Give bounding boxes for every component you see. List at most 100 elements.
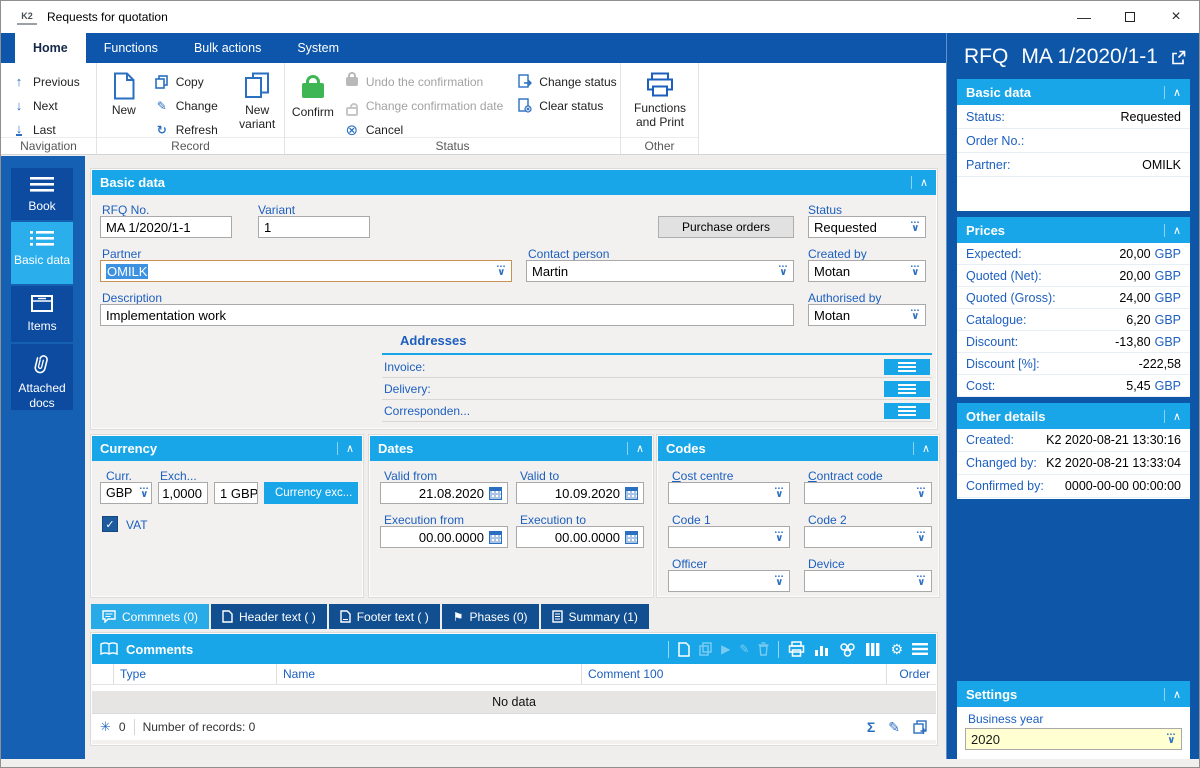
new-variant-button[interactable]: New variant bbox=[230, 68, 284, 154]
collapse-card-icon[interactable]: ∧ bbox=[1163, 409, 1181, 423]
column-header-type[interactable]: Type bbox=[114, 664, 277, 684]
calendar-icon[interactable] bbox=[625, 486, 638, 500]
tab-comments[interactable]: Commnets (0) bbox=[91, 604, 210, 629]
cost-centre-dropdown[interactable]: ▪▪▪ ∨ bbox=[668, 482, 790, 504]
collapse-section-icon[interactable]: ∧ bbox=[912, 442, 930, 455]
open-external-icon[interactable] bbox=[1171, 50, 1186, 68]
basic-data-panel: Basic data ∧ RFQ No. MA 1/2020/1-1 Varian… bbox=[91, 169, 937, 429]
change-status-button[interactable]: Change status bbox=[516, 70, 620, 93]
ribbon-tab-home[interactable]: Home bbox=[15, 33, 86, 63]
created-by-dropdown[interactable]: Motan ▪▪▪ ∨ bbox=[808, 260, 926, 282]
last-button[interactable]: ↓ Last bbox=[1, 118, 96, 141]
copy-button[interactable]: Copy bbox=[151, 70, 231, 93]
column-header-comment[interactable]: Comment 100 bbox=[582, 664, 887, 684]
currency-dropdown[interactable]: GBP ▪▪▪ ∨ bbox=[100, 482, 152, 504]
edit-icon[interactable]: ✎ bbox=[888, 718, 900, 735]
open-book-icon bbox=[100, 642, 118, 656]
tab-footer-text[interactable]: Footer text ( ) bbox=[328, 604, 440, 629]
dropdown-icon[interactable]: ▪▪▪ ∨ bbox=[910, 220, 920, 234]
dropdown-icon[interactable]: ▪▪▪ ∨ bbox=[916, 574, 926, 588]
dropdown-icon[interactable]: ▪▪▪ ∨ bbox=[1166, 732, 1176, 746]
print-icon[interactable] bbox=[788, 641, 805, 657]
previous-button[interactable]: ↑ Previous bbox=[1, 70, 96, 93]
dropdown-icon[interactable]: ▪▪▪ ∨ bbox=[916, 486, 926, 500]
authorised-by-dropdown[interactable]: Motan ▪▪▪ ∨ bbox=[808, 304, 926, 326]
correspondence-address-menu-button[interactable] bbox=[884, 403, 930, 419]
close-button[interactable]: × bbox=[1171, 8, 1181, 25]
execution-to-input[interactable]: 00.00.0000 bbox=[516, 526, 644, 548]
tab-header-text[interactable]: Header text ( ) bbox=[211, 604, 327, 629]
valid-from-input[interactable]: 21.08.2020 bbox=[380, 482, 508, 504]
code-1-dropdown[interactable]: ▪▪▪ ∨ bbox=[668, 526, 790, 548]
code-2-dropdown[interactable]: ▪▪▪ ∨ bbox=[804, 526, 932, 548]
confirm-button[interactable]: Confirm bbox=[285, 68, 341, 154]
ribbon-tab-functions[interactable]: Functions bbox=[103, 41, 158, 55]
dropdown-icon[interactable]: ▪▪▪ ∨ bbox=[910, 308, 920, 322]
ribbon-tab-system[interactable]: System bbox=[297, 41, 340, 55]
collapse-section-icon[interactable]: ∧ bbox=[910, 176, 928, 189]
currency-unit-input[interactable]: 1 GBP bbox=[214, 482, 258, 504]
officer-dropdown[interactable]: ▪▪▪ ∨ bbox=[668, 570, 790, 592]
device-dropdown[interactable]: ▪▪▪ ∨ bbox=[804, 570, 932, 592]
grid-settings-gear-icon[interactable]: ⚙ bbox=[890, 640, 903, 657]
tab-summary[interactable]: Summary (1) bbox=[540, 604, 649, 629]
dropdown-icon[interactable]: ▪▪▪ ∨ bbox=[774, 486, 784, 500]
dropdown-icon[interactable]: ▪▪▪ ∨ bbox=[774, 530, 784, 544]
collapse-card-icon[interactable]: ∧ bbox=[1163, 687, 1181, 701]
dropdown-icon[interactable]: ▪▪▪ ∨ bbox=[139, 486, 149, 500]
refresh-button[interactable]: ↻ Refresh bbox=[151, 118, 231, 141]
variant-input[interactable]: 1 bbox=[258, 216, 370, 238]
invoice-address-menu-button[interactable] bbox=[884, 359, 930, 375]
grid-menu-icon[interactable] bbox=[912, 643, 928, 655]
columns-icon[interactable] bbox=[865, 642, 881, 657]
change-button[interactable]: ✎ Change bbox=[151, 94, 231, 117]
collapse-card-icon[interactable]: ∧ bbox=[1163, 223, 1181, 237]
new-button[interactable]: New bbox=[97, 68, 151, 154]
dropdown-icon[interactable]: ▪▪▪ ∨ bbox=[774, 574, 784, 588]
calendar-icon[interactable] bbox=[489, 530, 502, 544]
dropdown-icon[interactable]: ▪▪▪ ∨ bbox=[910, 264, 920, 278]
column-header-name[interactable]: Name bbox=[277, 664, 582, 684]
dropdown-icon[interactable]: ▪▪▪ ∨ bbox=[496, 264, 506, 278]
vat-checkbox[interactable]: ✓ bbox=[102, 516, 118, 532]
column-header-order[interactable]: Order bbox=[899, 667, 930, 681]
delivery-address-menu-button[interactable] bbox=[884, 381, 930, 397]
snowflake-icon[interactable]: ✳ bbox=[100, 719, 111, 734]
calendar-icon[interactable] bbox=[489, 486, 502, 500]
purchase-orders-button[interactable]: Purchase orders bbox=[658, 216, 794, 238]
description-input[interactable]: Implementation work bbox=[100, 304, 794, 326]
valid-to-input[interactable]: 10.09.2020 bbox=[516, 482, 644, 504]
exchange-rate-input[interactable]: 1,0000 bbox=[158, 482, 208, 504]
contract-code-dropdown[interactable]: ▪▪▪ ∨ bbox=[804, 482, 932, 504]
dropdown-icon[interactable]: ▪▪▪ ∨ bbox=[778, 264, 788, 278]
ribbon-tab-bulk-actions[interactable]: Bulk actions bbox=[193, 41, 262, 55]
business-year-input[interactable]: 2020 ▪▪▪ ∨ bbox=[965, 728, 1182, 750]
collapse-section-icon[interactable]: ∧ bbox=[336, 442, 354, 455]
next-button[interactable]: ↓ Next bbox=[1, 94, 96, 117]
status-dropdown[interactable]: Requested ▪▪▪ ∨ bbox=[808, 216, 926, 238]
collapse-card-icon[interactable]: ∧ bbox=[1163, 85, 1181, 99]
chart-icon[interactable] bbox=[814, 642, 830, 657]
contact-person-dropdown[interactable]: Martin ▪▪▪ ∨ bbox=[526, 260, 794, 282]
functions-and-print-button[interactable]: Functions and Print bbox=[621, 68, 699, 130]
maximize-button[interactable] bbox=[1107, 1, 1153, 33]
sidebar-item-book[interactable]: Book bbox=[11, 168, 73, 220]
copy-add-icon[interactable] bbox=[913, 720, 928, 734]
sidebar-item-basic-data[interactable]: Basic data bbox=[11, 222, 73, 284]
sum-icon[interactable]: Σ bbox=[866, 719, 876, 735]
functions-gears-icon[interactable] bbox=[839, 642, 856, 657]
sidebar-item-attached-docs[interactable]: Attached docs bbox=[11, 344, 73, 410]
minimize-button[interactable]: — bbox=[1077, 9, 1091, 25]
currency-exchange-button[interactable]: Currency exc... bbox=[264, 482, 358, 504]
collapse-section-icon[interactable]: ∧ bbox=[626, 442, 644, 455]
execution-from-input[interactable]: 00.00.0000 bbox=[380, 526, 508, 548]
tab-phases[interactable]: ⚑ Phases (0) bbox=[441, 604, 539, 629]
calendar-icon[interactable] bbox=[625, 530, 638, 544]
clear-status-button[interactable]: Clear status bbox=[516, 94, 620, 117]
partner-input[interactable]: OMILK ▪▪▪ ∨ bbox=[100, 260, 512, 282]
new-row-icon[interactable] bbox=[678, 641, 690, 657]
sidebar-item-items[interactable]: Items bbox=[11, 286, 73, 342]
cancel-button[interactable]: ⊗ Cancel bbox=[341, 118, 516, 141]
rfq-no-input[interactable]: MA 1/2020/1-1 bbox=[100, 216, 232, 238]
dropdown-icon[interactable]: ▪▪▪ ∨ bbox=[916, 530, 926, 544]
